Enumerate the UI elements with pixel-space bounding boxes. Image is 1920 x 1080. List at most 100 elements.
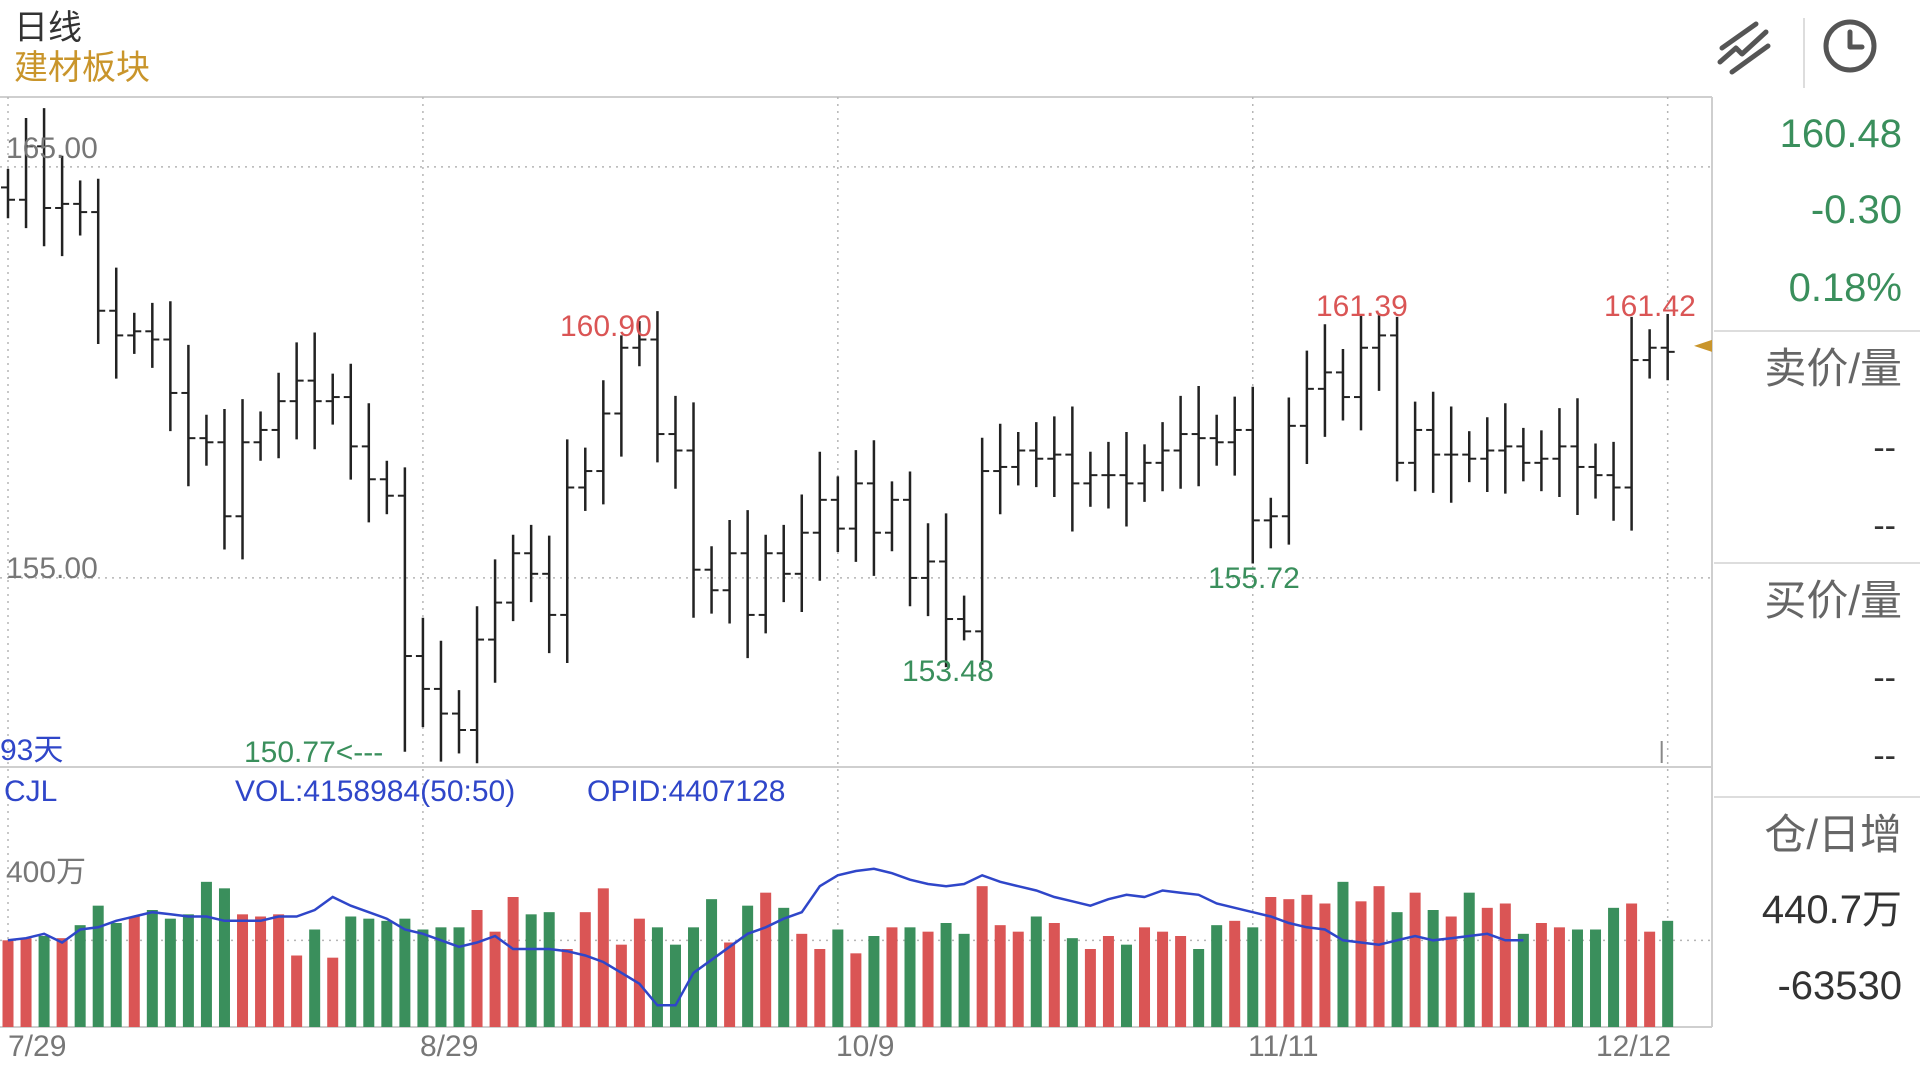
volume-bar [1463,892,1475,1027]
price-change-pct: 0.18% [1788,266,1902,310]
volume-bar [615,944,627,1027]
volume-bar [399,918,411,1027]
volume-bar [128,916,140,1027]
volume-bar [724,942,736,1027]
volume-bar [2,940,14,1027]
volume-bar [363,918,375,1027]
last-price: 160.48 [1779,112,1902,156]
volume-bar [543,912,555,1027]
volume-bar [922,931,934,1027]
volume-bar [814,949,826,1027]
open-interest-value: 440.7万 [1761,888,1902,932]
volume-bar [1355,901,1367,1027]
y-tick-label-low: 155.00 [6,552,98,585]
x-tick-label: 10/9 [836,1030,895,1063]
volume-bar [1301,894,1313,1027]
x-tick-label: 11/11 [1248,1030,1319,1063]
toolbar-divider [1803,18,1805,88]
volume-bar [850,953,862,1027]
volume-bar [1319,903,1331,1027]
volume-bar [597,888,609,1027]
volume-bar [886,927,898,1027]
volume-bar [561,949,573,1027]
annotation-high: 161.42 [1604,290,1696,323]
volume-bar [1193,949,1205,1027]
volume-bar [1608,907,1620,1027]
annotation-high: 161.39 [1316,290,1408,323]
volume-bar [20,938,32,1027]
opid-readout: OPID:4407128 [587,775,786,808]
volume-bar [1590,929,1602,1027]
volume-bar [1030,916,1042,1027]
volume-bar [742,905,754,1027]
x-tick-label: 12/12 [1596,1030,1672,1063]
days-label: 93天 [0,734,64,767]
volume-bar [453,927,465,1027]
period-label[interactable]: 日线 [14,9,82,47]
volume-bar [1175,936,1187,1027]
volume-bar [1409,892,1421,1027]
volume-bar [1662,920,1674,1027]
volume-bar [633,918,645,1027]
volume-bar [706,899,718,1027]
volume-bar [1265,897,1277,1027]
volume-bar [435,927,447,1027]
volume-bar [579,912,591,1027]
volume-bar [164,918,176,1027]
volume-bar [110,923,122,1027]
volume-bar [1247,927,1259,1027]
volume-bar [669,944,681,1027]
volume-bar [273,914,285,1027]
volume-bar [92,905,104,1027]
volume-bar [796,933,808,1027]
volume-bar [525,914,537,1027]
volume-bar [940,923,952,1027]
volume-bar [1211,925,1223,1027]
volume-average-line [7,867,1524,1007]
volume-bar [38,936,50,1027]
chart-style-icon[interactable] [1712,14,1776,78]
buy-volume: -- [1873,737,1896,775]
volume-bar [1139,927,1151,1027]
x-tick-label: 7/29 [8,1030,67,1063]
clock-icon[interactable] [1818,14,1882,78]
sell-volume: -- [1873,507,1896,545]
volume-bar [868,936,880,1027]
volume-bar [1012,931,1024,1027]
open-interest-change: -63530 [1777,964,1902,1008]
volume-bar [200,881,212,1027]
sell-label: 卖价/量 [1764,345,1902,392]
volume-bar [994,925,1006,1027]
volume-bar [1102,936,1114,1027]
price-change: -0.30 [1810,188,1902,232]
volume-bar [1120,944,1132,1027]
annotation-low: 150.77<--- [244,736,384,769]
volume-bar [958,933,970,1027]
volume-bar [1571,929,1583,1027]
volume-bar [1391,912,1403,1027]
panel-divider [1714,330,1920,332]
volume-bar [651,927,663,1027]
volume-bar [381,920,393,1027]
volume-bar [1084,949,1096,1027]
volume-label[interactable]: CJL [4,775,58,808]
panel-divider [1714,562,1920,564]
buy-price: -- [1873,659,1896,697]
volume-tick-label: 400万 [6,856,87,889]
sector-name: 建材板块 [14,49,150,87]
volume-bar [1535,923,1547,1027]
volume-bar [417,929,429,1027]
volume-bar [1481,907,1493,1027]
volume-bar [291,955,303,1027]
volume-bar [1066,938,1078,1027]
volume-bar [904,927,916,1027]
volume-bar [1499,903,1511,1027]
volume-bar [1553,927,1565,1027]
volume-bar [1427,910,1439,1027]
volume-bar [1373,886,1385,1027]
volume-bar [1337,881,1349,1027]
buy-label: 买价/量 [1764,577,1902,624]
volume-bar [760,892,772,1027]
volume-bar [1644,931,1656,1027]
